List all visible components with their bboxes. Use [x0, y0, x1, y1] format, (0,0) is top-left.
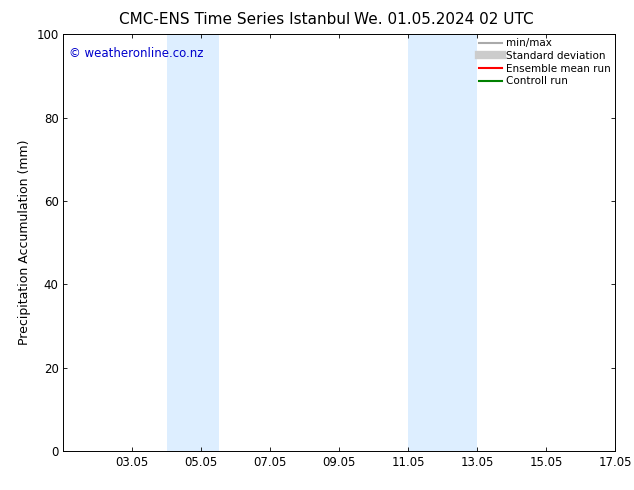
Text: CMC-ENS Time Series Istanbul: CMC-ENS Time Series Istanbul — [119, 12, 350, 27]
Legend: min/max, Standard deviation, Ensemble mean run, Controll run: min/max, Standard deviation, Ensemble me… — [477, 36, 613, 88]
Bar — [408, 34, 477, 451]
Bar — [167, 34, 219, 451]
Text: © weatheronline.co.nz: © weatheronline.co.nz — [69, 47, 204, 60]
Text: We. 01.05.2024 02 UTC: We. 01.05.2024 02 UTC — [354, 12, 534, 27]
Y-axis label: Precipitation Accumulation (mm): Precipitation Accumulation (mm) — [18, 140, 30, 345]
